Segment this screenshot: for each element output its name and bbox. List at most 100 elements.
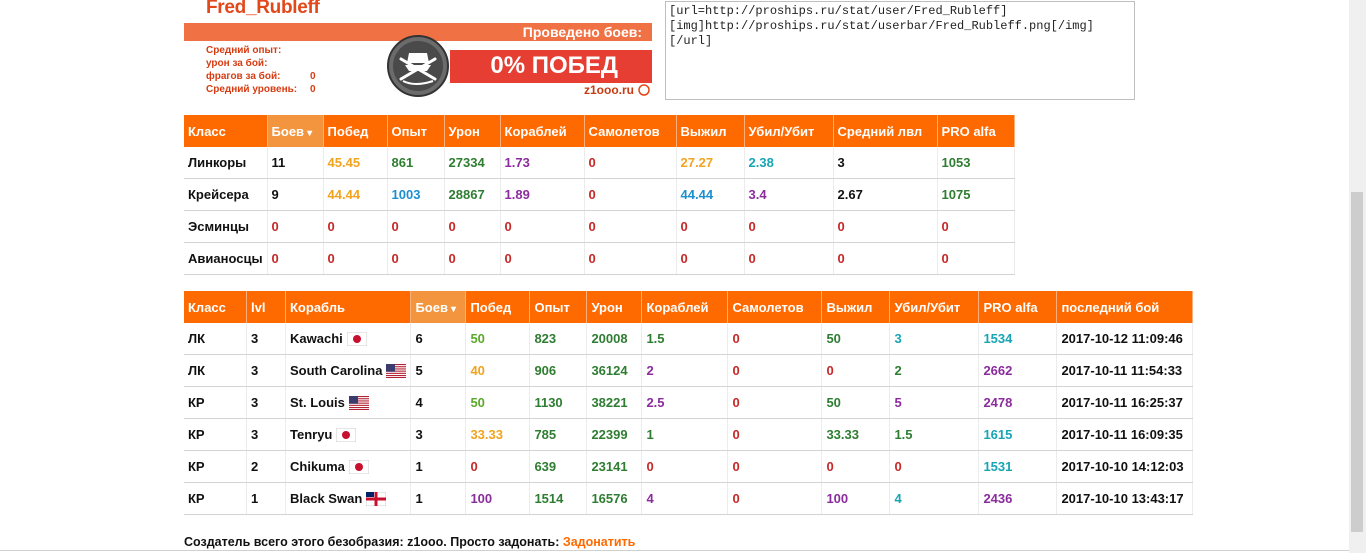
refresh-icon — [638, 84, 650, 96]
col-kd[interactable]: Убил/Убит — [744, 115, 834, 147]
level-cell: 3 — [246, 323, 286, 355]
table-row: Линкоры 11 45.45 861 27334 1.73 0 27.27 2.38 3 105… — [184, 147, 1015, 179]
battles-cell: 3 — [410, 418, 467, 451]
embed-code-textarea[interactable] — [665, 1, 1135, 100]
last-battle-cell-text: 2017-10-10 13:43:17 — [1061, 491, 1184, 506]
ships-cell: 1.5 — [641, 323, 729, 355]
table-row: Эсминцы 0 0 0 0 0 0 0 0 0 0 — [184, 210, 1015, 243]
wins-cell: 50 — [465, 323, 531, 355]
col-battles[interactable]: Боев — [267, 115, 324, 147]
col-ship[interactable]: Корабль — [285, 291, 412, 323]
stat-cell: 0 — [744, 242, 834, 275]
planes-cell: 0 — [727, 450, 823, 483]
survived-cell-text: 0 — [826, 459, 834, 474]
class-cell: ЛК — [184, 323, 247, 355]
col-kd[interactable]: Убил/Убит — [889, 291, 980, 323]
col-damage[interactable]: Урон — [444, 115, 501, 147]
win-rate-box: 0% ПОБЕД — [450, 50, 652, 83]
exp-cell: 1514 — [529, 482, 588, 515]
col-class[interactable]: Класс — [184, 115, 268, 147]
col-last-battle[interactable]: последний бой — [1056, 291, 1194, 323]
ship-name-cell-text: Kawachi — [290, 330, 343, 346]
survived-cell: 0 — [821, 354, 891, 387]
vertical-scrollbar[interactable] — [1349, 0, 1366, 553]
stat-cell: 0 — [323, 210, 388, 243]
exp-cell-text: 1514 — [534, 491, 564, 506]
last-battle-cell-text: 2017-10-12 11:09:46 — [1061, 331, 1183, 346]
exp-cell-text: 906 — [534, 363, 557, 378]
col-pro-alfa[interactable]: PRO alfa — [937, 115, 1015, 147]
last-battle-cell: 2017-10-11 16:09:35 — [1056, 418, 1194, 451]
stat-cell: 0 — [387, 210, 445, 243]
col-exp[interactable]: Опыт — [387, 115, 445, 147]
table-row: ЛК 3 South Carolina 5 40 906 36124 2 0 0 2 2662 2017… — [184, 354, 1194, 387]
stat-cell: 0 — [267, 242, 324, 275]
col-survived[interactable]: Выжил — [676, 115, 745, 147]
battles-cell: 6 — [410, 323, 467, 355]
ship-name-cell-text: South Carolina — [290, 362, 383, 378]
col-wins[interactable]: Побед — [323, 115, 388, 147]
stat-cell: 1053 — [937, 147, 1015, 179]
col-class[interactable]: Класс — [184, 291, 247, 323]
battles-bar: Проведено боев: — [184, 23, 652, 41]
ship-name-cell-text: Black Swan — [290, 490, 363, 506]
stat-cell: 3 — [833, 147, 938, 179]
col-exp[interactable]: Опыт — [529, 291, 588, 323]
kd-cell: 0 — [889, 450, 980, 483]
level-cell-text: 3 — [251, 363, 259, 378]
player-name: Fred_Rubleff — [206, 0, 320, 18]
kd-cell: 3 — [889, 323, 980, 355]
kd-cell-text: 0 — [894, 459, 902, 474]
stat-cell: 0 — [584, 178, 677, 211]
col-avg-level[interactable]: Средний лвл — [833, 115, 938, 147]
battles-cell: 5 — [410, 354, 467, 387]
donate-link[interactable]: Задонатить — [562, 535, 636, 549]
kd-cell-text: 4 — [894, 491, 902, 506]
col-planes[interactable]: Самолетов — [584, 115, 677, 147]
kd-cell: 1.5 — [889, 418, 980, 451]
pro-alfa-cell: 2436 — [978, 482, 1058, 515]
col-ships[interactable]: Кораблей — [500, 115, 585, 147]
stat-cell: 2.38 — [744, 147, 834, 179]
pirate-logo-icon — [387, 35, 449, 97]
battles-cell-text: 5 — [415, 363, 423, 378]
last-battle-cell: 2017-10-10 13:43:17 — [1056, 482, 1194, 515]
class-name-cell: Авианосцы — [184, 242, 268, 275]
col-damage[interactable]: Урон — [586, 291, 643, 323]
wins-cell-text: 33.33 — [470, 427, 503, 442]
survived-cell-text: 33.33 — [826, 427, 859, 442]
level-cell-text: 1 — [251, 491, 259, 506]
userbar-banner: Fred_Rubleff Проведено боев: Средний опы… — [184, 0, 652, 102]
level-cell-text: 3 — [251, 395, 259, 410]
flag-uk-icon — [362, 491, 387, 507]
planes-cell: 0 — [727, 418, 823, 451]
stat-cell: 0 — [323, 242, 388, 275]
flag-us-icon — [345, 395, 369, 411]
wins-cell: 0 — [465, 450, 531, 483]
col-pro-alfa[interactable]: PRO alfa — [978, 291, 1058, 323]
damage-cell-text: 22399 — [591, 427, 628, 442]
last-battle-cell: 2017-10-12 11:09:46 — [1056, 323, 1194, 355]
ships-cell: 0 — [641, 450, 729, 483]
col-wins[interactable]: Побед — [465, 291, 531, 323]
col-planes[interactable]: Самолетов — [727, 291, 823, 323]
kd-cell-text: 3 — [894, 331, 902, 346]
last-battle-cell-text: 2017-10-11 11:54:33 — [1061, 363, 1183, 378]
scrollbar-thumb[interactable] — [1351, 192, 1363, 532]
level-cell-text: 3 — [251, 331, 259, 346]
flag-jp-icon — [345, 459, 369, 475]
ship-name-cell-text: St. Louis — [290, 394, 345, 410]
win-rate-text: 0% ПОБЕД — [490, 52, 618, 79]
col-lvl[interactable]: lvl — [246, 291, 286, 323]
avg-exp-stat: Средний опыт: — [206, 45, 282, 56]
damage-cell: 23141 — [586, 450, 643, 483]
col-survived[interactable]: Выжил — [821, 291, 891, 323]
col-ships[interactable]: Кораблей — [641, 291, 729, 323]
stat-cell: 0 — [500, 242, 585, 275]
col-battles[interactable]: Боев — [410, 291, 467, 323]
survived-cell-text: 100 — [826, 491, 849, 506]
footer-text: Создатель всего этого безобразия: z1ooo.… — [184, 535, 563, 549]
last-battle-cell-text: 2017-10-10 14:12:03 — [1061, 459, 1184, 474]
exp-cell: 785 — [529, 418, 588, 451]
wins-cell: 50 — [465, 386, 531, 419]
